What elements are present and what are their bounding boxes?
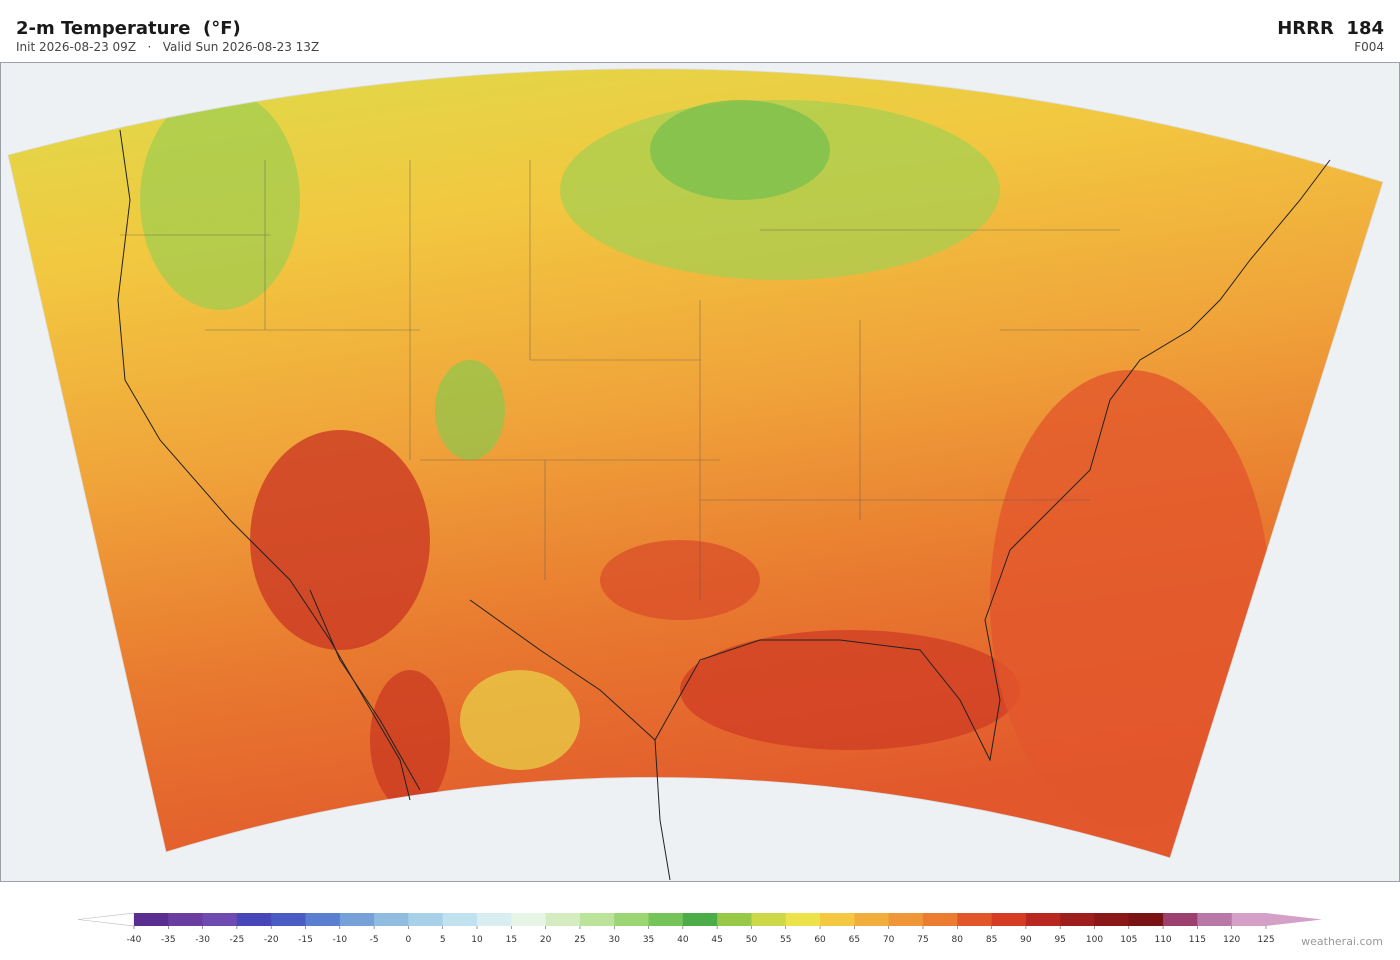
colorbar-tick-label: -30: [195, 935, 210, 945]
domain-edge: [7, 68, 1384, 859]
colorbar-swatch: [579, 913, 615, 926]
colorbar-swatch: [511, 913, 547, 926]
temperature-field: [8, 68, 1383, 858]
colorbar-tick-label: 10: [471, 935, 483, 945]
colorbar-swatch: [442, 913, 478, 926]
colorbar-tick-label: 30: [609, 935, 621, 945]
colorbar-swatch: [339, 913, 375, 926]
colorbar-swatch: [751, 913, 787, 926]
colorbar-swatch: [1094, 913, 1130, 926]
colorbar-tick-label: 25: [574, 935, 585, 945]
credit: weatherai.com: [1301, 935, 1383, 948]
map-title: 2-m Temperature (°F): [16, 18, 241, 39]
colorbar-swatch: [134, 913, 169, 926]
colorbar-tick-label: 105: [1120, 935, 1137, 945]
colorbar-swatch: [820, 913, 855, 926]
colorbar-swatch: [236, 913, 272, 926]
colorbar-tick-label: 120: [1223, 935, 1240, 945]
state-borders: [120, 160, 1140, 600]
colorbar-swatch: [854, 913, 890, 926]
colorbar-tick-label: 50: [746, 935, 758, 945]
colorbar-swatch: [374, 913, 409, 926]
colorbar-tick-label: 90: [1020, 935, 1032, 945]
map-subtitle: Init 2026-08-23 09Z · Valid Sun 2026-08-…: [16, 40, 319, 54]
colorbar-tick-label: 75: [917, 935, 928, 945]
colorbar-swatch: [202, 913, 238, 926]
colorbar-tick-label: 20: [540, 935, 552, 945]
colorbar-swatch: [271, 913, 306, 926]
colorbar-tick-label: 80: [952, 935, 964, 945]
model-label: HRRR 184: [1277, 18, 1384, 39]
colorbar-under: [77, 912, 135, 927]
forecast-hour: F004: [1354, 40, 1384, 54]
colorbar-swatch: [1128, 913, 1164, 926]
colorbar-tick-label: 0: [406, 935, 412, 945]
colorbar-swatch: [477, 913, 512, 926]
colorbar-swatch: [614, 913, 649, 926]
colorbar-tick-label: -25: [230, 935, 245, 945]
colorbar-swatch: [545, 913, 581, 926]
colorbar-tick-label: -10: [332, 935, 347, 945]
colorbar-swatch: [648, 913, 684, 926]
colorbar-tick-label: 125: [1257, 935, 1274, 945]
colorbar-tick-label: 55: [780, 935, 791, 945]
colorbar-tick-label: 110: [1154, 935, 1171, 945]
colorbar-tick-label: -15: [298, 935, 313, 945]
colorbar-tick-label: 115: [1189, 935, 1206, 945]
colorbar-swatch: [682, 913, 718, 926]
colorbar-tick-label: 100: [1086, 935, 1103, 945]
colorbar-tick-label: 40: [677, 935, 689, 945]
colorbar-swatch: [1197, 913, 1233, 926]
colorbar-tick-label: 85: [986, 935, 997, 945]
colorbar-swatch: [991, 913, 1027, 926]
colorbar-tick-label: -5: [370, 935, 379, 945]
colorbar-tick-label: 45: [711, 935, 722, 945]
colorbar-tick-label: 70: [883, 935, 895, 945]
colorbar-tick-label: 35: [643, 935, 654, 945]
colorbar-tick-label: 95: [1054, 935, 1065, 945]
colorbar-swatch: [888, 913, 924, 926]
colorbar-tick-label: 5: [440, 935, 446, 945]
colorbar-swatch: [1163, 913, 1198, 926]
colorbar-swatch: [717, 913, 752, 926]
colorbar-over: [1266, 913, 1322, 926]
colorbar-tick-label: 15: [506, 935, 517, 945]
colorbar-tick-label: -20: [264, 935, 279, 945]
colorbar-swatch: [1231, 913, 1267, 926]
colorbar-swatch: [785, 913, 821, 926]
colorbar-swatch: [1025, 913, 1061, 926]
colorbar-swatch: [922, 913, 958, 926]
colorbar-swatch: [305, 913, 341, 926]
colorbar-swatch: [168, 913, 204, 926]
colorbar: -40 -35 -30 -25 -20 -15 -10 -5 0 5 10 15 20 25 30 35 40 4…: [77, 912, 1322, 945]
colorbar-tick-label: -40: [127, 935, 142, 945]
colorbar-swatch: [1060, 913, 1095, 926]
colorbar-swatch: [957, 913, 992, 926]
colorbar-swatch: [408, 913, 444, 926]
colorbar-tick-label: 65: [849, 935, 860, 945]
colorbar-tick-label: -35: [161, 935, 176, 945]
coastlines: [117, 129, 1331, 881]
colorbar-tick-label: 60: [814, 935, 826, 945]
